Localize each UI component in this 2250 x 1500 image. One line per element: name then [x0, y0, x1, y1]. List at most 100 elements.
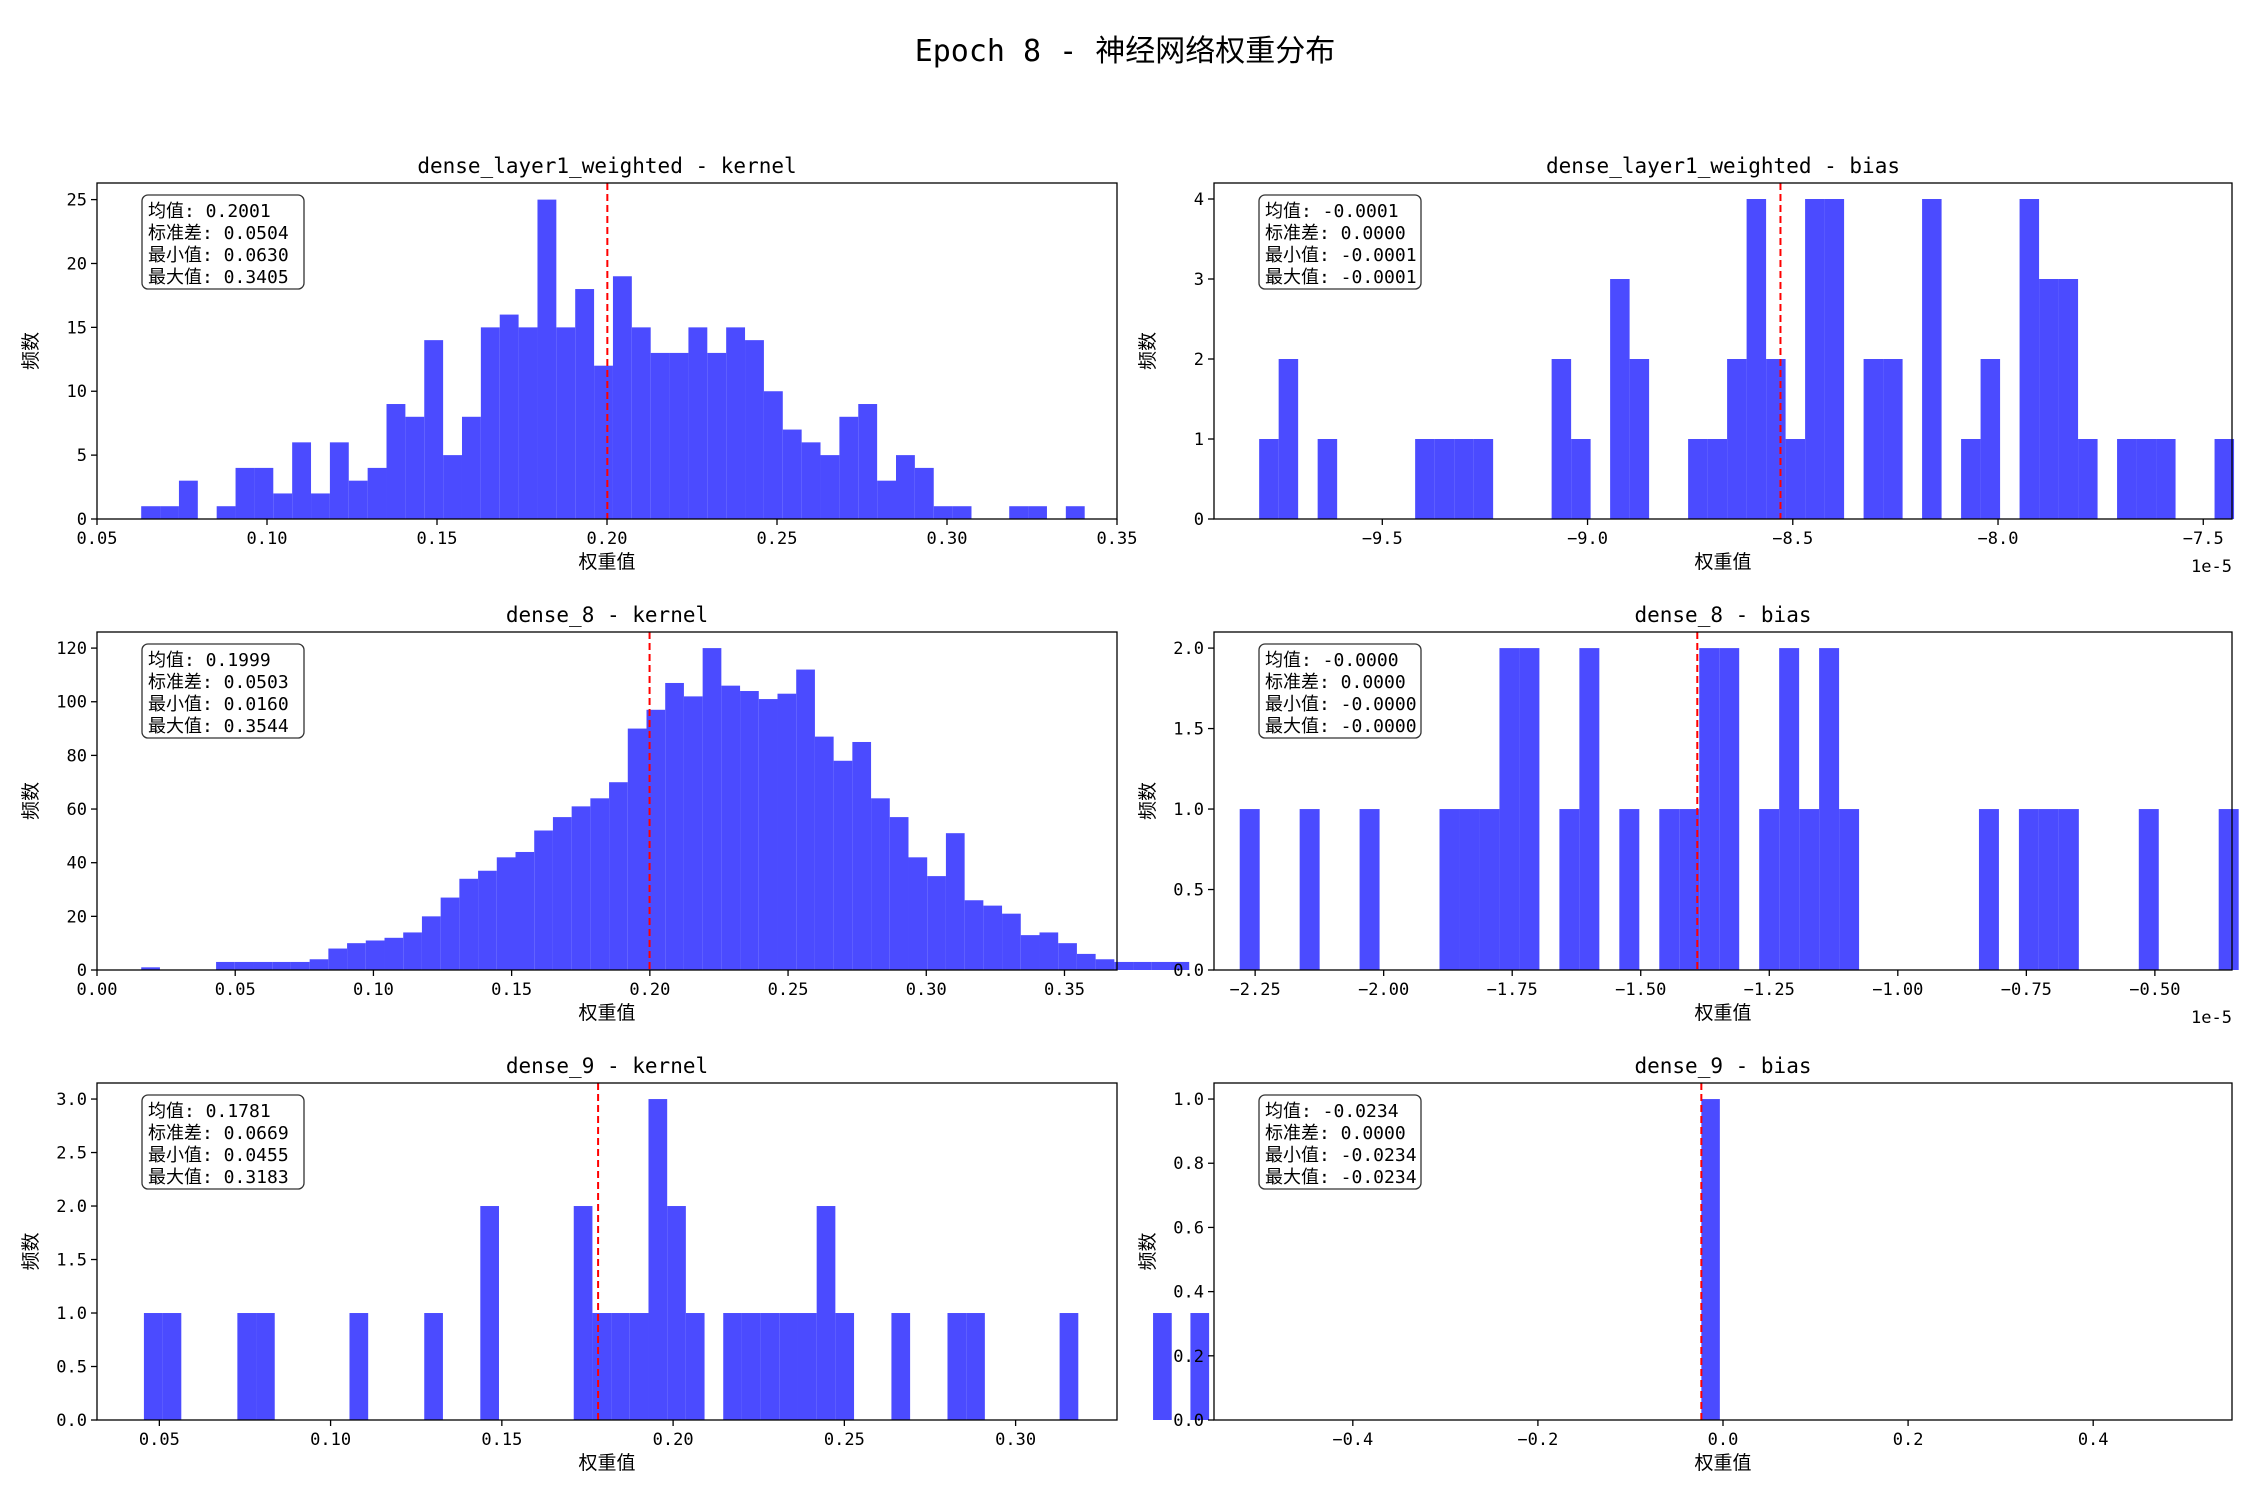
- y-axis-label: 频数: [20, 332, 42, 370]
- y-tick-label: 0: [77, 961, 87, 981]
- y-tick-label: 1.5: [1173, 720, 1204, 740]
- stats-line: 最大值: -0.0000: [1265, 716, 1417, 737]
- x-tick-label: 0.30: [995, 1430, 1036, 1450]
- subplot-title: dense_9 - kernel: [506, 1054, 708, 1078]
- histogram-bar: [1785, 439, 1806, 519]
- y-tick-label: 80: [67, 746, 87, 766]
- y-tick-label: 1.0: [56, 1304, 87, 1324]
- x-tick-label: 0.05: [77, 529, 118, 549]
- y-tick-label: 25: [67, 191, 87, 211]
- y-tick-label: 1.0: [1173, 1090, 1204, 1110]
- stats-box: [1258, 643, 1422, 739]
- histogram-bar: [740, 691, 759, 970]
- histogram-bar: [1359, 809, 1380, 970]
- histogram-bar: [309, 959, 329, 970]
- histogram-bar: [745, 340, 764, 519]
- histogram-bar: [1727, 359, 1747, 519]
- x-tick-label: −9.0: [1567, 529, 1608, 549]
- stats-line: 最大值: 0.3183: [148, 1167, 289, 1188]
- y-tick-label: 20: [67, 254, 87, 274]
- histogram-bar: [1883, 359, 1903, 519]
- x-tick-label: 0.35: [1044, 980, 1085, 1000]
- histogram-bar: [590, 798, 610, 970]
- histogram-bar: [253, 961, 273, 970]
- x-tick-label: 0.15: [481, 1430, 522, 1450]
- histogram-bar: [1317, 439, 1338, 519]
- axes-frame: [1213, 182, 2233, 520]
- y-tick-label: 1: [1194, 430, 1204, 450]
- histogram-bar: [1922, 199, 1942, 519]
- histogram-bar: [141, 967, 160, 970]
- histogram-bar: [667, 1206, 686, 1420]
- y-tick-label: 0: [1194, 510, 1204, 530]
- y-tick-label: 0.0: [56, 1411, 87, 1431]
- stats-line: 标准差: 0.0000: [1265, 672, 1406, 693]
- histogram-bar: [478, 870, 497, 970]
- histogram-bar: [1961, 439, 1981, 519]
- x-tick-label: −7.5: [2183, 529, 2224, 549]
- x-tick-label: 0.0: [1708, 1430, 1739, 1450]
- y-tick-label: 0.8: [1173, 1154, 1204, 1174]
- x-tick-label: −0.2: [1517, 1430, 1558, 1450]
- histogram-bar: [1659, 809, 1680, 970]
- stats-box: [141, 194, 305, 290]
- histogram-bar: [552, 817, 572, 970]
- histogram-bar: [814, 736, 834, 970]
- figure-title: Epoch 8 - 神经网络权重分布: [914, 34, 1336, 69]
- histogram-bar: [1679, 809, 1700, 970]
- y-tick-label: 2.0: [56, 1197, 87, 1217]
- stats-line: 最小值: 0.0160: [148, 694, 289, 715]
- histogram-bar: [386, 404, 406, 519]
- histogram-bar: [646, 709, 666, 970]
- histogram-bar: [1499, 648, 1520, 970]
- histogram-bar: [889, 817, 909, 970]
- subplot-2: −9.5 −9.0 −8.5 −8.0 −7.5 0 1 2 3 4 dense_layer1_we…: [1137, 154, 2235, 577]
- x-tick-label: 0.25: [757, 529, 798, 549]
- histogram-bar: [1824, 199, 1845, 519]
- histogram-bar: [1133, 961, 1152, 970]
- histogram-bar: [797, 1313, 817, 1420]
- histogram-bar: [573, 1206, 593, 1420]
- histogram-bar: [234, 961, 254, 970]
- subplot-title: dense_8 - bias: [1634, 603, 1811, 627]
- x-tick-label: −1.75: [1487, 980, 1538, 1000]
- histogram-bar: [290, 961, 310, 970]
- histogram-bar: [1707, 439, 1728, 519]
- stats-line: 最小值: 0.0630: [148, 245, 289, 266]
- y-tick-label: 15: [67, 318, 87, 338]
- histogram-bar: [1759, 809, 1780, 970]
- subplot-5: 0.05 0.10 0.15 0.20 0.25 0.30 0.0 0.5 1.0 1.5 2.0 2…: [20, 1054, 1210, 1474]
- histogram-bar: [160, 506, 179, 519]
- histogram-bar: [1439, 809, 1460, 970]
- x-tick-label: 0.10: [353, 980, 394, 1000]
- histogram-bar: [405, 416, 425, 519]
- x-tick-label: −1.00: [1872, 980, 1923, 1000]
- histogram-bar: [2039, 279, 2059, 519]
- histogram-bar: [1479, 809, 1500, 970]
- histogram-bar: [835, 1313, 855, 1420]
- x-tick-label: 0.10: [310, 1430, 351, 1450]
- histogram-bar: [1259, 439, 1279, 519]
- y-tick-label: 0.2: [1173, 1347, 1204, 1367]
- histogram-bar: [1619, 809, 1640, 970]
- subplot-title: dense_layer1_weighted - bias: [1546, 154, 1900, 178]
- histogram-bar: [833, 760, 853, 970]
- histogram-bar: [741, 1313, 761, 1420]
- histogram-bar: [966, 1313, 985, 1420]
- stats-line: 均值: 0.1781: [148, 1101, 271, 1122]
- histogram-bar: [947, 1313, 967, 1420]
- histogram-bar: [2058, 279, 2079, 519]
- histogram-bar: [1065, 506, 1085, 519]
- subplot-title: dense_8 - kernel: [506, 603, 708, 627]
- histogram-bar: [1454, 439, 1474, 519]
- histogram-bar: [1299, 809, 1320, 970]
- histogram-bar: [1039, 932, 1059, 970]
- x-tick-label: 0.00: [77, 980, 118, 1000]
- y-tick-label: 10: [67, 382, 87, 402]
- histogram-bar: [292, 442, 312, 519]
- histogram-bar: [1629, 359, 1650, 519]
- histogram-bar: [1059, 1313, 1079, 1420]
- x-tick-label: 0.10: [247, 529, 288, 549]
- x-tick-label: −0.75: [2001, 980, 2052, 1000]
- histogram-bar: [348, 480, 368, 519]
